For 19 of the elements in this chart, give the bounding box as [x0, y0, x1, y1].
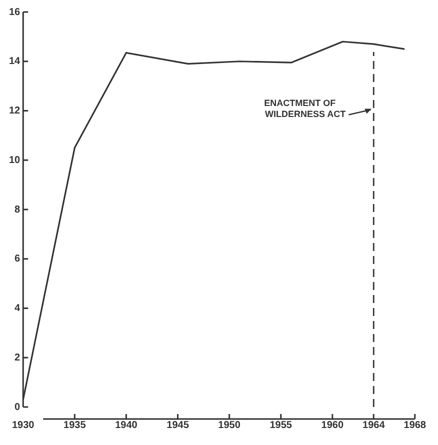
x-tick-label: 1960 [321, 420, 344, 431]
x-tick-label: 1968 [404, 420, 426, 431]
y-tick-label: 10 [9, 154, 21, 166]
x-tick-label: 1950 [218, 420, 241, 431]
x-tick-label: 1955 [270, 420, 292, 431]
x-tick-label: 1940 [115, 420, 138, 431]
y-tick-label: 16 [9, 6, 21, 18]
y-tick-label: 14 [9, 56, 21, 68]
ref-line-label: ENACTMENT OF WILDERNESS ACT [264, 98, 346, 120]
y-tick-label: 4 [14, 303, 21, 314]
x-tick-label: 1945 [166, 420, 190, 431]
x-tick-label: 1964 [362, 420, 386, 431]
x-tick-label: 1935 [64, 420, 86, 431]
y-tick-label: 6 [14, 254, 21, 265]
y-tick-label: 12 [9, 106, 21, 116]
y-tick-label: 2 [14, 352, 21, 364]
y-tick-label: 8 [14, 204, 21, 216]
x-tick-label: 1930 [12, 420, 35, 431]
y-tick-label: 0 [14, 402, 21, 413]
